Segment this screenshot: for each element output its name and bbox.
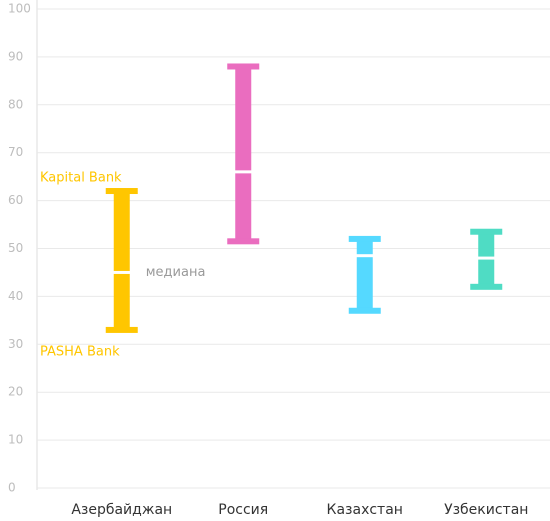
y-tick-label: 40 [8, 289, 23, 303]
median-mark [354, 254, 375, 258]
high-cap [348, 235, 381, 242]
y-tick-label: 10 [8, 433, 23, 447]
median-mark [233, 170, 254, 174]
low-cap [227, 238, 260, 245]
range-bar [356, 238, 373, 311]
high-cap [105, 188, 138, 195]
x-tick-label: Узбекистан [444, 502, 528, 518]
annotation: PASHA Bank [40, 344, 120, 359]
y-tick-label: 60 [8, 193, 23, 207]
y-tick-label: 90 [8, 49, 23, 63]
high-cap [227, 63, 260, 70]
y-tick-label: 80 [8, 97, 23, 111]
low-cap [105, 326, 138, 333]
low-cap [470, 283, 503, 290]
median-mark [476, 256, 497, 260]
median-mark [111, 270, 132, 274]
low-cap [348, 307, 381, 314]
y-tick-label: 50 [8, 241, 23, 255]
x-tick-label: Россия [218, 502, 268, 518]
high-cap [470, 228, 503, 235]
range-bar [113, 191, 130, 330]
annotation: Kapital Bank [40, 171, 122, 186]
y-tick-label: 30 [8, 337, 23, 351]
x-tick-label: Азербайджан [71, 502, 172, 518]
range-bar [235, 66, 252, 242]
y-tick-label: 20 [8, 385, 23, 399]
x-tick-label: Казахстан [327, 502, 403, 518]
y-tick-label: 70 [8, 145, 23, 159]
y-tick-label: 0 [8, 481, 16, 495]
annotation: медиана [146, 265, 206, 280]
y-tick-label: 100 [8, 2, 31, 16]
